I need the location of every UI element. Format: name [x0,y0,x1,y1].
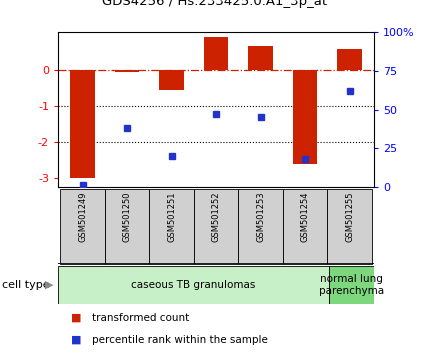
Bar [60,189,105,264]
Text: GSM501255: GSM501255 [345,191,354,242]
Bar [115,70,139,72]
Text: GSM501254: GSM501254 [301,191,310,242]
Bar [160,70,184,90]
Text: GSM501252: GSM501252 [212,191,221,242]
Bar [70,70,95,178]
Text: GDS4256 / Hs.233425.0.A1_3p_at: GDS4256 / Hs.233425.0.A1_3p_at [102,0,328,8]
Bar [204,37,228,70]
Bar [58,266,329,304]
Text: GSM501249: GSM501249 [78,191,87,242]
Text: GSM501251: GSM501251 [167,191,176,242]
Bar [149,189,194,264]
Text: percentile rank within the sample: percentile rank within the sample [92,335,268,345]
Text: normal lung
parenchyma: normal lung parenchyma [319,274,384,296]
Bar [249,46,273,70]
Bar [283,189,327,264]
Bar [327,189,372,264]
Bar [329,266,374,304]
Text: GSM501253: GSM501253 [256,191,265,242]
Bar [105,189,149,264]
Bar [293,70,317,164]
Text: caseous TB granulomas: caseous TB granulomas [131,280,256,290]
Bar [238,189,283,264]
Bar [194,189,238,264]
Bar [338,49,362,70]
Text: cell type: cell type [2,280,50,290]
Text: ■: ■ [71,335,81,345]
Text: ▶: ▶ [45,280,54,290]
Text: ■: ■ [71,313,81,323]
Text: transformed count: transformed count [92,313,190,323]
Text: GSM501250: GSM501250 [123,191,132,242]
